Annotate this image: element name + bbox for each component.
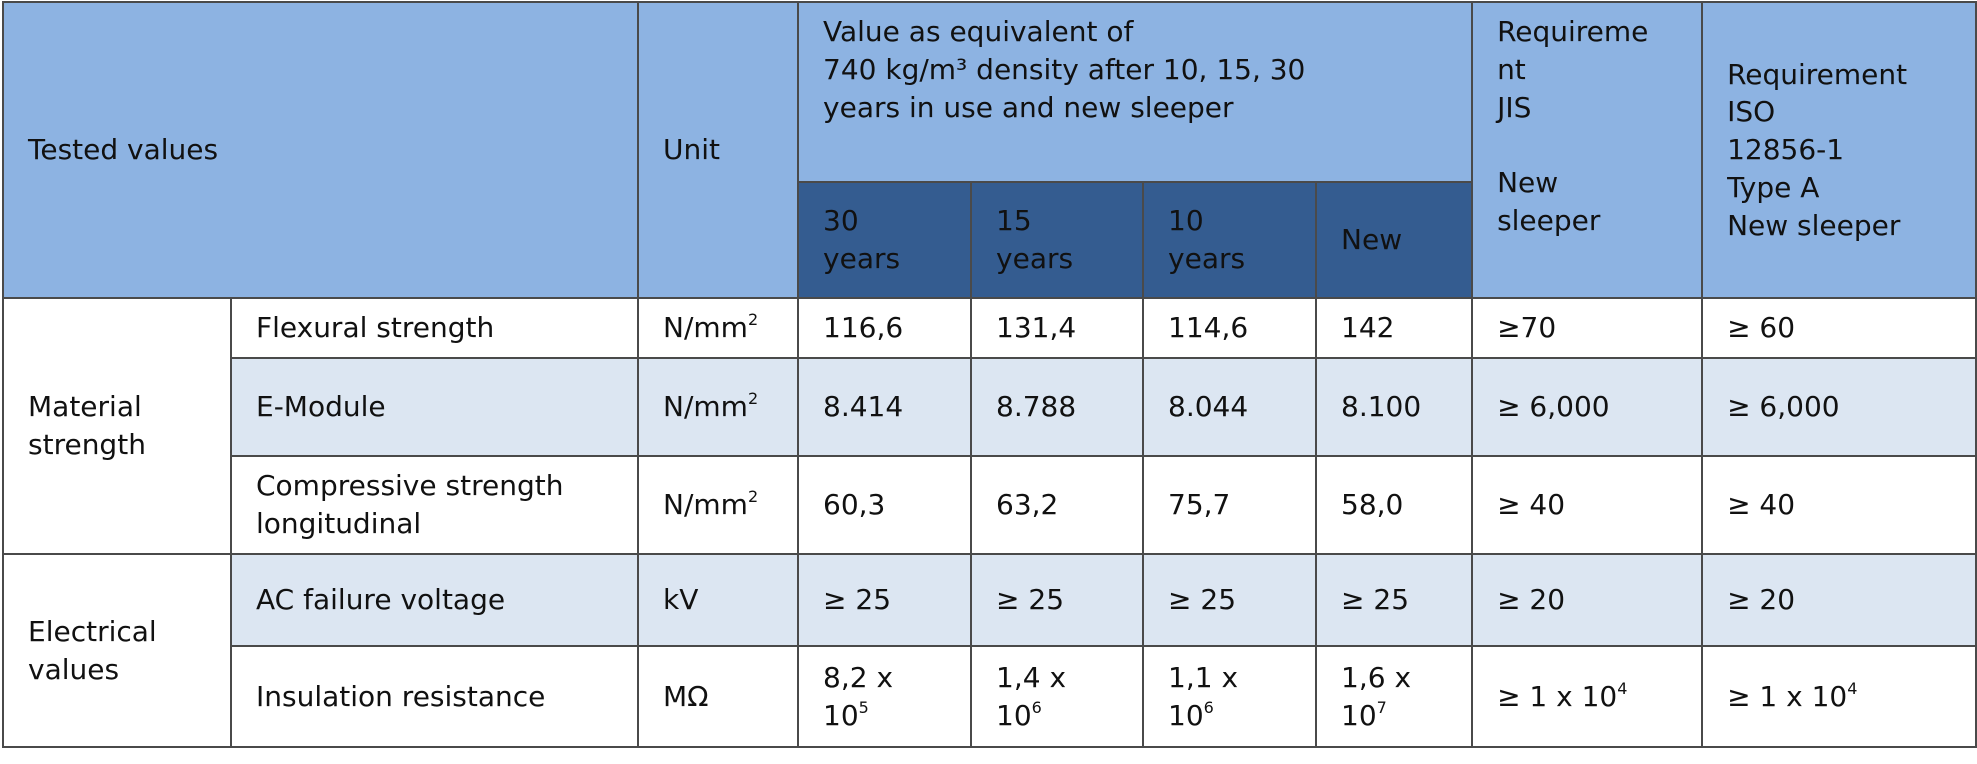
header-tested-values: Tested values <box>1 1 640 299</box>
value-30-years: 116,6 <box>797 297 973 359</box>
value-new: 8.100 <box>1315 357 1474 457</box>
value-jis: ≥ 40 <box>1471 455 1704 555</box>
row-label: Insulation resistance <box>229 645 640 748</box>
header-new: New <box>1315 181 1474 299</box>
value-10-years: 1,1 x 106 <box>1142 645 1318 748</box>
value-iso: ≥ 6,000 <box>1701 357 1977 457</box>
row-label: AC failure voltage <box>229 553 640 647</box>
row-unit: N/mm2 <box>637 357 800 457</box>
row-unit: N/mm2 <box>637 297 800 359</box>
row-label: Compressive strength longitudinal <box>229 455 640 555</box>
table-row: Material strength Flexural strength N/mm… <box>2 297 1977 555</box>
value-30-years: 60,3 <box>797 455 973 555</box>
value-iso: ≥ 40 <box>1701 455 1977 555</box>
value-iso: ≥ 1 x 104 <box>1701 645 1977 748</box>
value-jis: ≥ 1 x 104 <box>1471 645 1704 748</box>
header-10-years: 10 years <box>1142 181 1318 299</box>
table-row: Electrical values AC failure voltage kV … <box>2 553 1977 748</box>
value-iso: ≥ 20 <box>1701 553 1977 647</box>
properties-table: Tested values Unit Value as equivalent o… <box>1 1 1977 748</box>
value-15-years: 131,4 <box>970 297 1145 359</box>
row-label: E-Module <box>229 357 640 457</box>
value-new: 58,0 <box>1315 455 1474 555</box>
value-15-years: 1,4 x 106 <box>970 645 1145 748</box>
value-new: 1,6 x 107 <box>1315 645 1474 748</box>
value-jis: ≥70 <box>1471 297 1704 359</box>
header-30-years: 30 years <box>797 181 973 299</box>
header-15-years: 15 years <box>970 181 1145 299</box>
value-15-years: ≥ 25 <box>970 553 1145 647</box>
value-15-years: 8.788 <box>970 357 1145 457</box>
value-new: ≥ 25 <box>1315 553 1474 647</box>
value-new: 142 <box>1315 297 1474 359</box>
group-electrical-values: Electrical values <box>2 553 232 748</box>
value-30-years: ≥ 25 <box>797 553 973 647</box>
header-unit: Unit <box>637 1 800 299</box>
header-value-title: Value as equivalent of 740 kg/m³ density… <box>797 1 1474 183</box>
value-30-years: 8.414 <box>797 357 973 457</box>
value-iso: ≥ 60 <box>1701 297 1977 359</box>
row-unit: MΩ <box>637 645 800 748</box>
row-label: Flexural strength <box>229 297 640 359</box>
value-10-years: 114,6 <box>1142 297 1318 359</box>
table-row: Insulation resistance MΩ 8,2 x 105 1,4 x… <box>3 645 1977 748</box>
value-jis: ≥ 20 <box>1471 553 1704 647</box>
table-row: E-Module N/mm2 8.414 8.788 8.044 8.100 ≥… <box>3 357 1977 457</box>
header-requirement-iso: Requirement ISO 12856-1 Type A New sleep… <box>1701 1 1977 299</box>
group-material-strength: Material strength <box>2 297 232 555</box>
value-10-years: ≥ 25 <box>1142 553 1318 647</box>
row-unit: kV <box>637 553 800 647</box>
value-10-years: 75,7 <box>1142 455 1318 555</box>
header-requirement-jis: Requireme nt JIS New sleeper <box>1471 1 1704 299</box>
table-row: Compressive strength longitudinal N/mm2 … <box>3 455 1977 555</box>
value-30-years: 8,2 x 105 <box>797 645 973 748</box>
value-10-years: 8.044 <box>1142 357 1318 457</box>
row-unit: N/mm2 <box>637 455 800 555</box>
value-15-years: 63,2 <box>970 455 1145 555</box>
value-jis: ≥ 6,000 <box>1471 357 1704 457</box>
